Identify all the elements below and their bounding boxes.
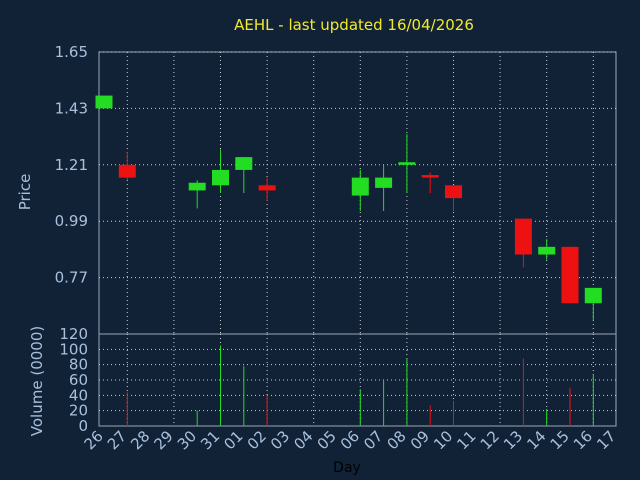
- volume-tick-label: 0: [78, 417, 88, 435]
- candle-body: [95, 95, 113, 109]
- volume-tick-label: 40: [69, 386, 88, 404]
- candle-body: [235, 157, 253, 170]
- candle-body: [118, 164, 136, 178]
- candle-body: [375, 177, 393, 188]
- candle-body: [188, 182, 206, 191]
- candle-body: [538, 246, 556, 255]
- volume-panel: 1201008060402002627282930310102030405060…: [59, 325, 619, 453]
- candle-body: [584, 287, 602, 304]
- price-tick-label: 0.99: [55, 212, 88, 230]
- price-tick-label: 0.77: [55, 269, 88, 287]
- price-tick-label: 1.65: [55, 43, 88, 61]
- candle-body: [212, 169, 229, 186]
- candle-body: [398, 162, 416, 165]
- x-axis-label: Day: [333, 460, 361, 476]
- volume-panel-frame: [98, 333, 617, 427]
- x-tick-label: 17: [593, 427, 619, 453]
- candle-body: [421, 175, 439, 178]
- candle-body: [561, 246, 579, 304]
- volume-tick-label: 80: [69, 356, 88, 374]
- price-tick-label: 1.43: [55, 99, 88, 117]
- price-axis-label: Price: [16, 174, 34, 211]
- volume-axis-label: Volume (0000): [28, 326, 46, 436]
- price-tick-label: 1.21: [55, 156, 88, 174]
- chart-title: AEHL - last updated 16/04/2026: [234, 16, 474, 34]
- candle-body: [258, 185, 276, 191]
- volume-tick-label: 120: [59, 325, 88, 343]
- candle-body: [514, 218, 532, 255]
- volume-tick-label: 100: [59, 340, 88, 358]
- price-panel: 1.65 1.43 1.21 0.99 0.77: [55, 43, 617, 335]
- volume-tick-label: 20: [69, 402, 88, 420]
- volume-tick-label: 60: [69, 371, 88, 389]
- candle-body: [351, 177, 369, 196]
- candle-body: [445, 185, 462, 199]
